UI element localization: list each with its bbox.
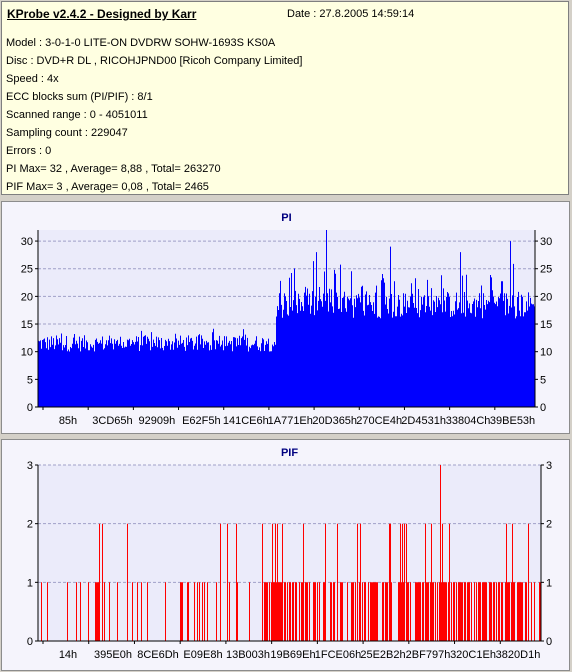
y-tick-label-right: 1	[546, 577, 552, 589]
y-tick-label-left: 0	[27, 636, 33, 648]
info-model: Model : 3-0-1-0 LITE-ON DVDRW SOHW-1693S…	[6, 37, 276, 49]
x-tick-label: 14h	[59, 649, 77, 661]
info-panel: KProbe v2.4.2 - Designed by Karr Date : …	[1, 1, 569, 195]
y-tick-label-right: 3	[546, 460, 552, 472]
y-tick-label-left: 2	[27, 519, 33, 531]
x-tick-label: 25E2B2h	[360, 649, 405, 661]
y-tick-label-right: 20	[540, 291, 552, 303]
x-tick-label: 1FCE06h	[315, 649, 361, 661]
x-tick-label: 85h	[59, 415, 77, 427]
y-tick-label-right: 5	[540, 374, 546, 386]
info-ecc-blocks: ECC blocks sum (PI/PIF) : 8/1	[6, 91, 153, 103]
data-bars	[41, 465, 541, 641]
y-tick-label-left: 30	[21, 236, 33, 248]
y-tick-label-right: 30	[540, 236, 552, 248]
x-tick-label: 8CE6Dh	[137, 649, 179, 661]
x-tick-label: 13B003h	[226, 649, 270, 661]
x-tick-label: 92909h	[139, 415, 176, 427]
chart-title: PIF	[281, 447, 298, 459]
x-tick-label: E62F5h	[182, 415, 221, 427]
info-scanned-range: Scanned range : 0 - 4051011	[6, 109, 148, 121]
y-tick-label-left: 1	[27, 577, 33, 589]
x-tick-label: 141CE6h	[223, 415, 269, 427]
y-tick-label-right: 10	[540, 347, 552, 359]
x-tick-label: 3CD65h	[92, 415, 132, 427]
x-tick-label: 1A771Eh	[268, 415, 313, 427]
info-pi-stats: PI Max= 32 , Average= 8,88 , Total= 2632…	[6, 163, 221, 175]
x-tick-label: 2BF797h	[406, 649, 451, 661]
info-errors: Errors : 0	[6, 145, 52, 157]
x-tick-label: 39BE53h	[490, 415, 535, 427]
x-tick-label: 19B69Eh	[270, 649, 315, 661]
x-tick-label: E09E8h	[183, 649, 222, 661]
x-tick-label: 20D365h	[312, 415, 357, 427]
info-speed: Speed : 4x	[6, 73, 59, 85]
y-tick-label-right: 25	[540, 264, 552, 276]
pi-chart-panel: PI 0 0 5 5 10 10 15 15 20 20 25 25 30 30 85h 3CD65h 92909…	[1, 201, 570, 434]
scan-date: Date : 27.8.2005 14:59:14	[287, 8, 415, 20]
info-sampling-count: Sampling count : 229047	[6, 127, 128, 139]
y-tick-label-left: 10	[21, 347, 33, 359]
y-tick-label-right: 0	[546, 636, 552, 648]
chart-title: PI	[281, 212, 291, 224]
y-tick-label-left: 0	[27, 402, 33, 414]
info-pif-stats: PIF Max= 3 , Average= 0,08 , Total= 2465	[6, 181, 209, 193]
pi-chart: PI 0 0 5 5 10 10 15 15 20 20 25 25 30 30 85h 3CD65h 92909…	[21, 212, 553, 427]
x-tick-label: 395E0h	[94, 649, 132, 661]
x-tick-label: 2D4531h	[401, 415, 446, 427]
info-disc: Disc : DVD+R DL , RICOHJPND00 [Ricoh Com…	[6, 55, 303, 67]
info-lines: Model : 3-0-1-0 LITE-ON DVDRW SOHW-1693S…	[6, 34, 302, 196]
x-tick-label: 3820D1h	[496, 649, 541, 661]
y-tick-label-right: 0	[540, 402, 546, 414]
y-tick-label-left: 20	[21, 291, 33, 303]
y-tick-label-left: 3	[27, 460, 33, 472]
x-tick-label: 33804Ch	[446, 415, 491, 427]
y-tick-label-left: 5	[27, 374, 33, 386]
x-tick-label: 320C1Eh	[450, 649, 496, 661]
y-tick-label-left: 15	[21, 319, 33, 331]
y-tick-label-right: 15	[540, 319, 552, 331]
pif-chart-panel: PIF 0 0 1 1 2 2 3 3 14h 395E0h 8CE6Dh E09E8h 13B003h 1…	[1, 439, 570, 671]
y-tick-label-right: 2	[546, 519, 552, 531]
x-tick-label: 270CE4h	[356, 415, 402, 427]
y-tick-label-left: 25	[21, 264, 33, 276]
app-title: KProbe v2.4.2 - Designed by Karr	[7, 7, 197, 21]
